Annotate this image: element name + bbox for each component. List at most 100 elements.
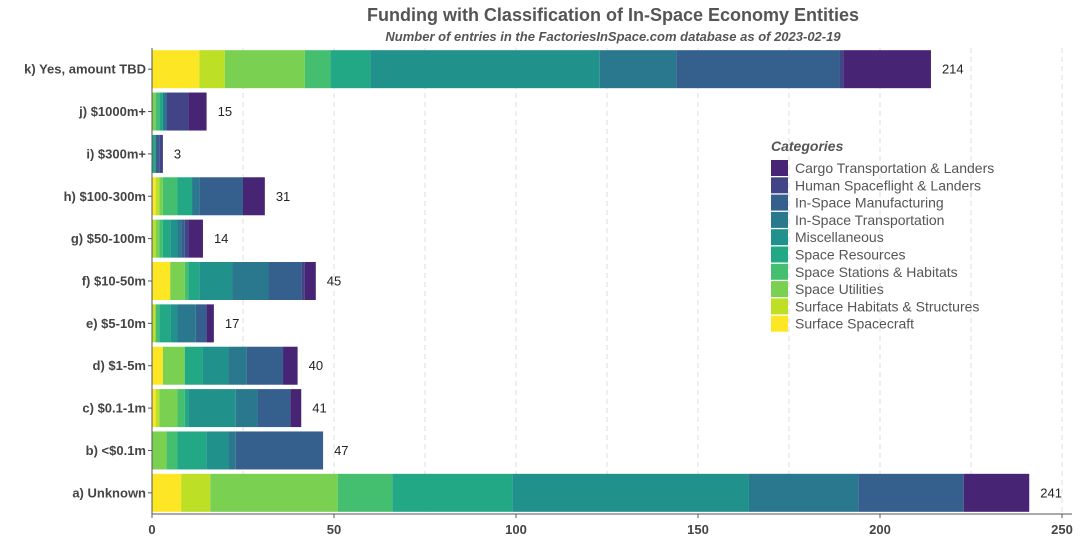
bar-segment	[283, 346, 298, 385]
bar-segment	[370, 50, 600, 89]
bar-segment	[188, 92, 207, 131]
bar-segment	[392, 473, 513, 512]
bar-segment	[155, 92, 160, 131]
bar-segment	[166, 431, 178, 470]
legend-swatch	[771, 160, 788, 176]
x-tick-label: 100	[505, 522, 527, 537]
bar-segment	[159, 92, 163, 131]
total-label: 3	[174, 146, 181, 161]
total-label: 14	[214, 231, 228, 246]
legend-label: In-Space Transportation	[795, 212, 944, 228]
bar-segment	[159, 177, 163, 216]
total-label: 45	[327, 274, 341, 289]
legend-label: Cargo Transportation & Landers	[795, 160, 994, 176]
bar-segment	[162, 346, 185, 385]
chart-subtitle: Number of entries in the FactoriesInSpac…	[385, 29, 841, 44]
total-label: 41	[312, 401, 326, 416]
bar-segment	[290, 389, 302, 428]
bar-segment	[676, 50, 840, 89]
bar-segment	[224, 50, 305, 89]
legend-swatch	[771, 211, 788, 228]
legend-label: Surface Spacecraft	[795, 316, 914, 332]
bar-segment	[177, 304, 196, 343]
bar-segment	[152, 346, 163, 385]
legend-swatch	[771, 229, 788, 246]
bar-segment	[152, 473, 182, 512]
bar-segment	[843, 50, 931, 89]
bar-segment	[177, 389, 185, 428]
legend-label: Space Stations & Habitats	[795, 264, 958, 280]
bar-segment	[152, 92, 156, 131]
bar-segment	[199, 262, 233, 300]
bar-segment	[199, 50, 225, 89]
bar-segment	[162, 177, 178, 216]
bar-segment	[748, 473, 859, 512]
bar-segment	[177, 177, 193, 216]
bar-segment	[152, 431, 167, 470]
bar-segment	[195, 304, 207, 343]
total-label: 17	[225, 316, 239, 331]
x-tick-label: 250	[1051, 522, 1073, 537]
bar-segment	[159, 134, 163, 173]
category-label: j) $1000m+	[78, 104, 146, 119]
bar-segment	[166, 92, 189, 131]
category-label: k) Yes, amount TBD	[24, 62, 146, 77]
total-label: 241	[1040, 485, 1062, 500]
axes	[148, 48, 1072, 518]
chart-title: Funding with Classification of In-Space …	[367, 5, 859, 25]
legend-swatch	[771, 246, 788, 263]
category-label: i) $300m+	[86, 146, 146, 161]
legend-label: Miscellaneous	[795, 229, 884, 245]
bar-segment	[257, 389, 291, 428]
legend-label: Human Spaceflight & Landers	[795, 177, 981, 193]
legend-label: In-Space Manufacturing	[795, 195, 944, 211]
legend-swatch	[771, 298, 788, 315]
bar-segment	[177, 219, 182, 258]
category-label: c) $0.1-1m	[82, 401, 146, 416]
bar-segment	[839, 50, 844, 89]
bar-segment	[155, 219, 160, 258]
bar-segment	[159, 389, 178, 428]
bar-segment	[152, 262, 171, 300]
legend-swatch	[771, 194, 788, 211]
bar-segment	[202, 346, 229, 385]
bar-segment	[228, 346, 247, 385]
legend-label: Space Resources	[795, 247, 906, 263]
legend-label: Space Utilities	[795, 281, 884, 297]
bar-segment	[184, 389, 189, 428]
bar-segment	[304, 50, 331, 89]
bar-segment	[192, 177, 200, 216]
bar-segment	[162, 219, 171, 258]
bar-segment	[184, 346, 203, 385]
legend-swatch	[771, 263, 788, 280]
total-label: 214	[942, 62, 964, 77]
bar-segment	[152, 134, 156, 173]
bar-segment	[188, 389, 236, 428]
bar-segment	[206, 431, 229, 470]
total-label: 40	[309, 358, 323, 373]
bar-segment	[337, 473, 393, 512]
bar-segment	[199, 177, 243, 216]
bar-segment	[188, 219, 203, 258]
bar-segment	[188, 262, 200, 300]
bar-segment	[210, 473, 338, 512]
legend-label: Surface Habitats & Structures	[795, 298, 979, 314]
bar-segment	[155, 134, 160, 173]
bar-segment	[243, 177, 265, 216]
bar-segment	[152, 304, 156, 343]
bar-segment	[228, 431, 236, 470]
category-label: g) $50-100m	[71, 231, 146, 246]
bar-segment	[235, 431, 324, 470]
legend-swatch	[771, 177, 788, 194]
bar-segment	[170, 262, 185, 300]
bar-segment	[206, 304, 214, 343]
labels-group: k) Yes, amount TBD 214 j) $1000m+ 15 i) $300…	[24, 62, 1073, 537]
x-tick-label: 50	[327, 522, 341, 537]
bar-segment	[155, 389, 160, 428]
bar-segment	[301, 262, 305, 300]
category-label: f) $10-50m	[82, 274, 146, 289]
bar-segment	[162, 92, 167, 131]
bar-segment	[599, 50, 677, 89]
